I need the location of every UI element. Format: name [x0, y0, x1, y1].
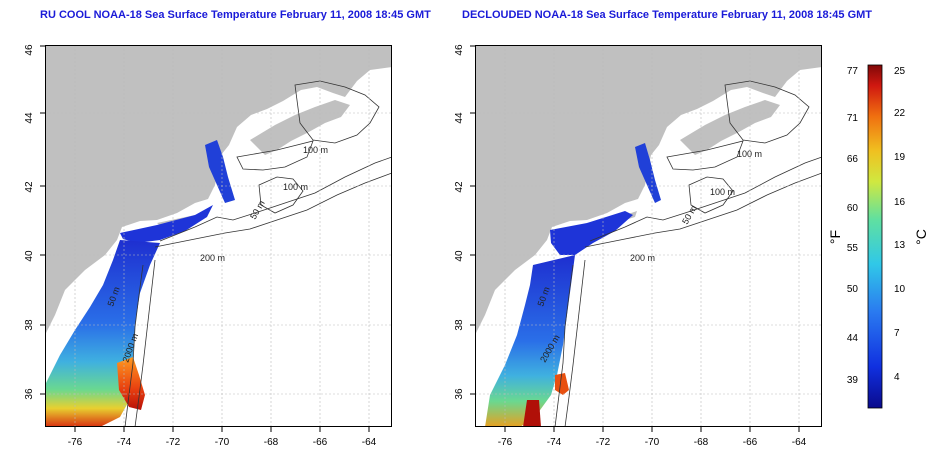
- map-title-right: DECLOUDED NOAA-18 Sea Surface Temperatur…: [462, 9, 873, 21]
- f-tick-label: 44: [847, 333, 859, 344]
- lon-tick-label: -66: [743, 437, 758, 448]
- sst-shelf-cold: [120, 205, 213, 243]
- f-tick-label: 39: [847, 375, 859, 386]
- lon-tick-label: -76: [68, 437, 83, 448]
- sst-gulf-maine: [205, 140, 235, 203]
- sst-coastal: [485, 255, 575, 427]
- lon-tick-label: -66: [313, 437, 328, 448]
- lat-tick-label: 36: [24, 388, 35, 400]
- contour-label: 100 m: [710, 187, 735, 197]
- map-frame: [475, 45, 822, 427]
- lon-tick-label: -76: [498, 437, 513, 448]
- f-tick-label: 66: [847, 154, 859, 165]
- c-tick-label: 25: [894, 66, 906, 77]
- sst-warm-spot: [523, 400, 541, 427]
- f-tick-label: 77: [847, 66, 859, 77]
- sst-gulf-maine: [635, 143, 661, 203]
- lat-tick-label: 46: [454, 44, 465, 56]
- contour-label: 100 m: [737, 149, 762, 159]
- lon-tick-label: -64: [792, 437, 807, 448]
- lat-tick-label: 40: [24, 250, 35, 262]
- lon-tick-label: -68: [264, 437, 279, 448]
- c-tick-label: 7: [894, 328, 900, 339]
- nova-scotia: [680, 100, 780, 155]
- colorbar-ramp: [867, 64, 883, 409]
- contour-label: 100 m: [303, 145, 328, 155]
- land: [475, 45, 822, 335]
- lat-tick-label: 38: [454, 319, 465, 331]
- f-tick-label: 55: [847, 243, 859, 254]
- sst-map-right: 100 m 100 m 50 m 200 m 50 m 2000 m: [475, 45, 822, 427]
- map-title-left: RU COOL NOAA-18 Sea Surface Temperature …: [40, 9, 431, 21]
- lon-tick-label: -74: [547, 437, 562, 448]
- lat-tick-label: 42: [24, 181, 35, 193]
- graticule: [45, 45, 392, 427]
- lon-tick-label: -64: [362, 437, 377, 448]
- map-frame: [45, 45, 392, 427]
- sst-shelf-cold: [550, 211, 633, 255]
- nova-scotia: [250, 100, 350, 155]
- lat-tick-label: 42: [454, 181, 465, 193]
- c-tick-label: 10: [894, 284, 906, 295]
- contour-label: 200 m: [200, 253, 225, 263]
- sst-warm-eddy: [555, 373, 569, 395]
- lon-tick-label: -70: [645, 437, 660, 448]
- lat-tick-label: 46: [24, 44, 35, 56]
- lon-tick-label: -72: [596, 437, 611, 448]
- c-tick-label: 22: [894, 108, 906, 119]
- lat-tick-label: 40: [454, 250, 465, 262]
- lon-tick-label: -68: [694, 437, 709, 448]
- lat-tick-label: 44: [454, 112, 465, 124]
- f-tick-label: 71: [847, 113, 859, 124]
- c-tick-label: 16: [894, 197, 906, 208]
- lat-tick-label: 44: [24, 112, 35, 124]
- bathymetry-contours: [124, 80, 392, 427]
- fahrenheit-label: °F: [827, 230, 843, 244]
- lon-tick-label: -70: [215, 437, 230, 448]
- bathymetry-contours: [554, 80, 822, 427]
- f-tick-label: 60: [847, 203, 859, 214]
- c-tick-label: 13: [894, 240, 906, 251]
- sst-map-left: 100 m 100 m 50 m 200 m 50 m 2000 m: [45, 45, 392, 427]
- lat-tick-label: 36: [454, 388, 465, 400]
- c-tick-label: 19: [894, 152, 906, 163]
- lon-tick-label: -72: [166, 437, 181, 448]
- lat-tick-label: 38: [24, 319, 35, 331]
- celsius-label: °C: [913, 229, 929, 245]
- graticule: [475, 45, 822, 427]
- land: [45, 45, 392, 335]
- sst-colorbar: 77 71 66 60 55 50 44 39 25 22 19 16 13 1…: [827, 64, 929, 409]
- c-tick-label: 4: [894, 372, 900, 383]
- contour-label: 100 m: [283, 182, 308, 192]
- f-tick-label: 50: [847, 284, 859, 295]
- lon-tick-label: -74: [117, 437, 132, 448]
- contour-label: 200 m: [630, 253, 655, 263]
